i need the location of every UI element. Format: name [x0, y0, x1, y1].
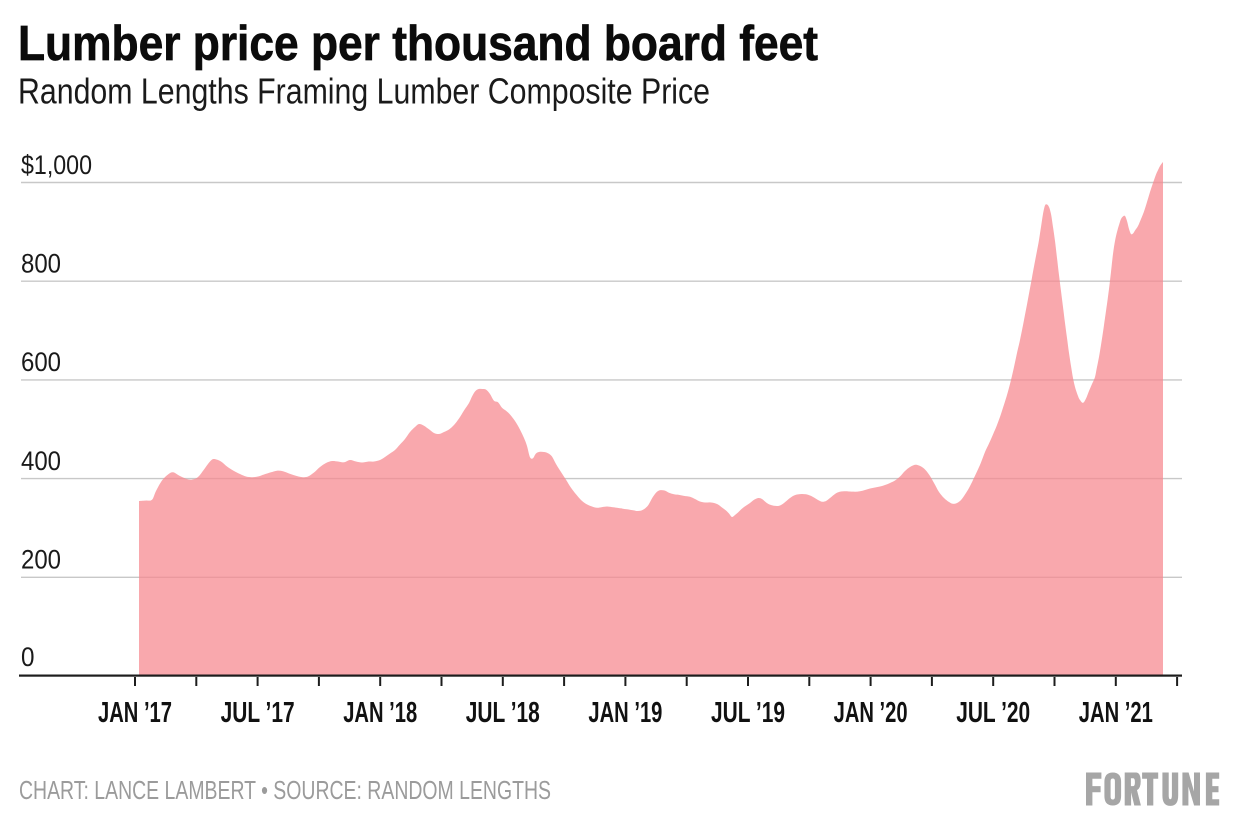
svg-text:600: 600 — [21, 347, 61, 377]
svg-text:JAN ’19: JAN ’19 — [588, 697, 662, 729]
svg-text:200: 200 — [21, 545, 61, 575]
svg-text:0: 0 — [21, 642, 35, 672]
svg-text:800: 800 — [21, 249, 61, 279]
svg-text:JUL ’17: JUL ’17 — [221, 697, 295, 729]
svg-text:Random Lengths Framing Lumber: Random Lengths Framing Lumber Composite … — [18, 71, 710, 112]
svg-text:JUL ’18: JUL ’18 — [466, 697, 540, 729]
svg-text:JAN ’20: JAN ’20 — [834, 697, 908, 729]
svg-text:JUL ’19: JUL ’19 — [711, 697, 785, 729]
svg-text:JAN ’21: JAN ’21 — [1079, 697, 1153, 729]
svg-text:Lumber price per thousand boar: Lumber price per thousand board feet — [18, 17, 818, 71]
svg-text:CHART: LANCE LAMBERT • SOURCE:: CHART: LANCE LAMBERT • SOURCE: RANDOM LE… — [19, 775, 551, 805]
svg-text:JAN ’17: JAN ’17 — [98, 697, 172, 729]
svg-text:JAN ’18: JAN ’18 — [343, 697, 417, 729]
svg-text:JUL ’20: JUL ’20 — [956, 697, 1030, 729]
svg-text:400: 400 — [21, 446, 61, 476]
svg-text:$1,000: $1,000 — [21, 150, 92, 180]
